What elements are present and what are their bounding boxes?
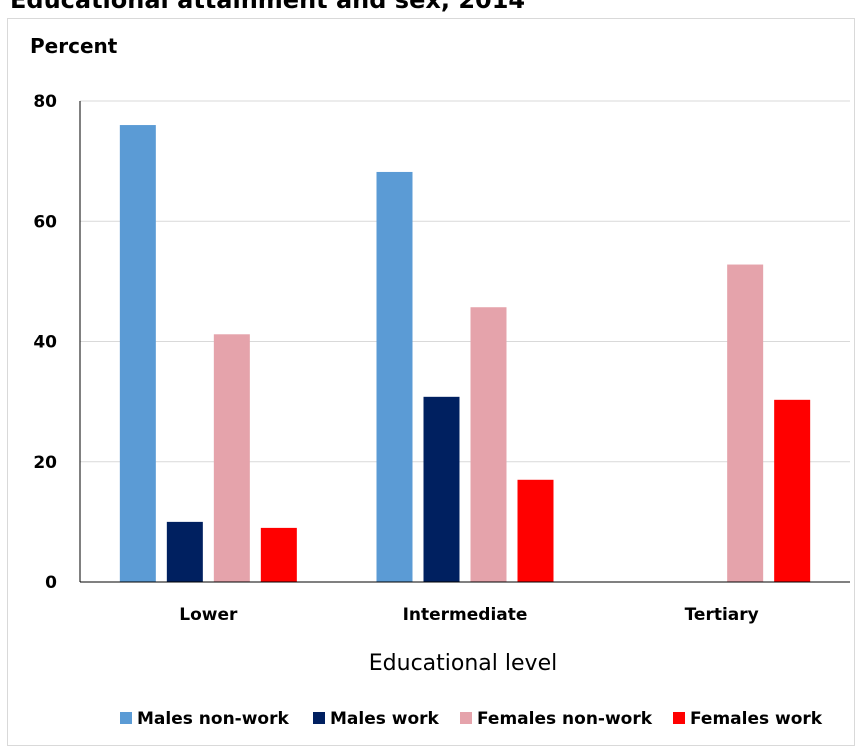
bar-females-work-tertiary xyxy=(774,399,811,582)
bar-males-non-work-lower xyxy=(119,125,156,583)
y-axis-title: Percent xyxy=(30,34,118,58)
legend-label: Females non-work xyxy=(477,709,653,729)
legend-label: Females work xyxy=(690,709,823,729)
legend-swatch xyxy=(313,712,325,724)
bar-males-work-lower xyxy=(166,521,203,582)
chart-title: Educational attainment and sex, 2014 xyxy=(10,0,526,14)
x-axis-title: Educational level xyxy=(369,651,557,676)
bar-females-non-work-lower xyxy=(213,334,250,582)
bar-males-work-intermediate xyxy=(423,396,460,582)
legend-swatch xyxy=(460,712,472,724)
bar-females-work-intermediate xyxy=(517,479,554,582)
bar-males-non-work-intermediate xyxy=(376,171,413,582)
bar-females-work-lower xyxy=(260,527,297,582)
legend-swatch xyxy=(120,712,132,724)
x-tick-label: Lower xyxy=(179,605,238,625)
legend-label: Males non-work xyxy=(137,709,289,729)
bar-females-non-work-tertiary xyxy=(727,264,764,582)
y-tick-label: 0 xyxy=(45,573,57,593)
bar-females-non-work-intermediate xyxy=(470,307,507,582)
y-tick-label: 40 xyxy=(33,333,57,353)
x-tick-label: Tertiary xyxy=(685,605,759,625)
y-tick-label: 60 xyxy=(33,212,57,232)
legend-swatch xyxy=(673,712,685,724)
legend-label: Males work xyxy=(330,709,440,729)
y-tick-label: 80 xyxy=(33,92,57,112)
y-tick-label: 20 xyxy=(33,453,57,473)
x-tick-label: Intermediate xyxy=(403,605,528,625)
